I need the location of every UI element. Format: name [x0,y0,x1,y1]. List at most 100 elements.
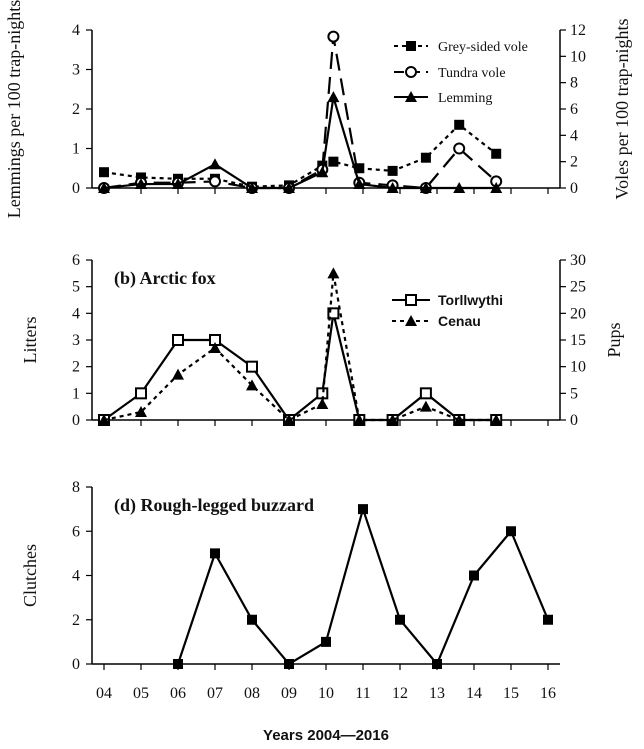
panel-title: (b) Arctic fox [114,268,216,289]
legend-item [392,294,430,306]
y-tick-label-left: 3 [72,62,80,79]
data-point [246,360,258,373]
x-tick-label: 12 [392,685,408,702]
data-point [454,119,465,130]
data-point [209,158,221,170]
series-cenau [98,267,503,425]
y-tick-label-left: 4 [72,22,80,39]
x-axis-title: Years 2004—2016 [263,727,389,744]
data-point [387,165,398,176]
y-tick-label-right: 0 [570,180,578,197]
data-point [432,659,442,669]
x-tick-label: 05 [133,685,149,702]
data-point [386,182,399,193]
data-point [453,142,466,155]
y-tick-label-right: 8 [570,75,578,92]
x-tick-label: 11 [355,685,370,702]
data-point [172,334,184,346]
data-point [327,267,340,279]
data-point [327,307,340,320]
y-tick-label-left: 1 [72,385,80,402]
data-point [327,30,340,43]
series-line [103,123,497,188]
data-point [172,368,184,380]
x-tick-label: 06 [170,685,186,702]
series-line [103,313,497,422]
y-axis-label-left: Lemmings per 100 trap-nights [4,0,24,218]
series-lemming [98,91,503,193]
y-axis-label-left: Clutches [20,544,40,607]
legend-item [394,66,428,78]
data-point [327,91,340,103]
y-tick-label-right: 15 [570,332,586,349]
legend-label: Torllwythi [438,292,503,308]
data-point [453,182,466,193]
y-tick-label-right: 10 [570,48,586,65]
y-tick-label-left: 1 [72,141,80,158]
y-tick-label-left: 2 [72,612,80,629]
data-point [98,182,110,193]
y-tick-label-left: 0 [72,180,80,197]
legend-label: Grey-sided vole [438,40,528,55]
legend-swatch-marker [405,91,417,102]
data-point [419,400,432,412]
data-point [386,414,399,425]
y-axis-label-left: Litters [20,317,40,364]
series-tundra-vole [98,30,503,194]
x-tick-label: 08 [244,685,260,702]
data-point [209,175,221,188]
data-point [135,178,147,190]
y-tick-label-right: 4 [570,127,578,144]
data-point [321,636,331,647]
legend-label: Lemming [438,91,492,106]
legend-item [394,91,428,102]
data-point [543,614,553,625]
y-tick-label-left: 6 [72,523,80,540]
data-point [172,178,184,190]
y-tick-label-right: 5 [570,385,578,402]
data-point [316,398,329,409]
data-point [353,414,366,425]
data-point [246,182,258,193]
data-point [135,387,147,400]
data-point [490,414,503,425]
data-point [469,570,479,581]
y-axis-label-right: Voles per 100 trap-nights [612,18,632,199]
data-point [358,504,368,515]
legend-swatch-marker [405,315,417,326]
legend-swatch-marker [405,66,417,78]
panel-title: (d) Rough-legged buzzard [114,495,314,516]
y-tick-label-left: 4 [72,305,80,322]
data-point [491,148,502,159]
data-point [99,167,109,178]
x-tick-label: 07 [207,685,223,702]
y-tick-label-right: 10 [570,359,586,376]
legend-label: Tundra vole [438,66,506,81]
y-tick-label-left: 0 [72,412,80,429]
x-tick-label: 09 [281,685,297,702]
series-clutches [173,504,553,669]
legend-item [392,315,430,326]
data-point [173,659,183,669]
y-tick-label-left: 5 [72,279,80,296]
data-point [210,548,220,559]
x-tick-label: 14 [466,685,482,702]
x-tick-label: 04 [96,685,112,702]
data-point [283,414,295,425]
x-tick-label: 10 [318,685,334,702]
y-tick-label-right: 25 [570,279,586,296]
data-point [395,614,405,625]
data-point [453,414,466,425]
data-point [506,526,516,537]
y-tick-label-right: 2 [570,154,578,171]
x-tick-label: 15 [503,685,519,702]
legend-label: Cenau [438,313,481,329]
y-tick-label-left: 4 [72,568,80,585]
legend-swatch-marker [406,41,416,51]
y-tick-label-right: 20 [570,305,586,322]
data-point [419,387,432,400]
x-tick-label: 13 [429,685,445,702]
data-point [247,614,257,625]
data-point [246,379,258,391]
